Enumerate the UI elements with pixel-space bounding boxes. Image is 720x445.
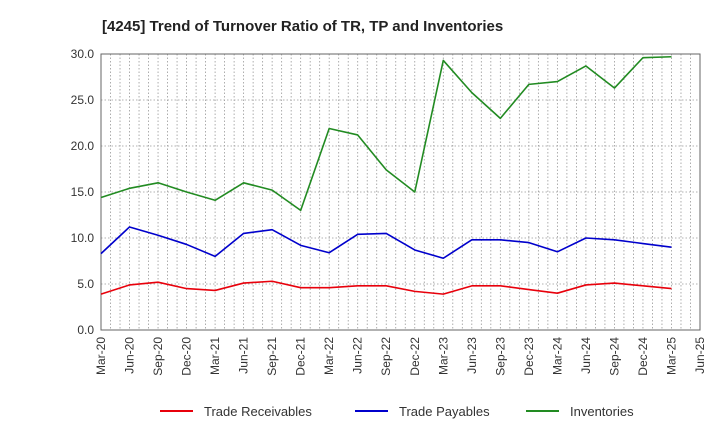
grid: [100, 53, 701, 331]
x-tick-label: Jun-23: [465, 337, 479, 374]
legend: Trade Receivables Trade Payables Inventori…: [160, 404, 634, 419]
x-tick-label: Dec-23: [522, 337, 536, 376]
x-tick-label: Jun-22: [351, 337, 365, 374]
y-tick-label: 5.0: [77, 277, 94, 291]
x-tick-label: Mar-23: [436, 337, 450, 375]
chart-title: [4245] Trend of Turnover Ratio of TR, TP…: [102, 18, 503, 35]
series-lines: [100, 55, 672, 295]
x-tick-label: Dec-21: [294, 337, 308, 376]
axes: 0.0 5.0 10.0 15.0 20.0 25.0 30.0 Mar-20 Jun-20 Se…: [71, 47, 707, 376]
y-tick-label: 30.0: [71, 47, 95, 61]
x-tick-label: Jun-24: [579, 337, 593, 374]
x-tick-label: Dec-20: [180, 337, 194, 376]
x-tick-label: Dec-22: [408, 337, 422, 376]
x-tick-label: Jun-20: [123, 337, 137, 374]
series-line-inventories: [100, 55, 672, 212]
x-tick-label: Jun-21: [237, 337, 251, 374]
x-tick-label: Sep-24: [607, 337, 621, 376]
legend-label: Trade Payables: [399, 404, 490, 419]
x-tick-label: Sep-23: [493, 337, 507, 376]
y-tick-label: 20.0: [71, 139, 95, 153]
x-tick-label: Sep-22: [379, 337, 393, 376]
y-tick-label: 10.0: [71, 231, 95, 245]
y-tick-label: 0.0: [77, 323, 94, 337]
legend-label: Trade Receivables: [204, 404, 312, 419]
y-tick-label: 15.0: [71, 185, 95, 199]
x-tick-label: Mar-21: [208, 337, 222, 375]
series-line-trade-payables: [100, 226, 672, 260]
x-tick-label: Jun-25: [693, 337, 707, 374]
y-tick-label: 25.0: [71, 93, 95, 107]
x-tick-label: Mar-24: [550, 337, 564, 375]
x-tick-label: Mar-20: [94, 337, 108, 375]
x-tick-label: Sep-20: [151, 337, 165, 376]
x-tick-label: Mar-22: [322, 337, 336, 375]
x-tick-label: Sep-21: [265, 337, 279, 376]
legend-label: Inventories: [570, 404, 634, 419]
x-tick-label: Mar-25: [664, 337, 678, 375]
plot-frame: [100, 53, 701, 331]
x-tick-label: Dec-24: [636, 337, 650, 376]
series-line-trade-receivables: [100, 280, 672, 295]
